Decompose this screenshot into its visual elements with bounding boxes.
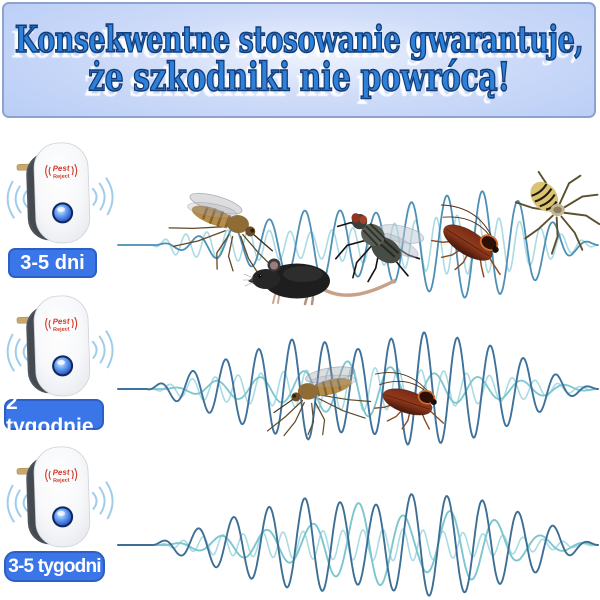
sound-wave-row3 <box>117 493 599 597</box>
sound-wave-row3 <box>117 528 599 562</box>
duration-badge-row2: 2 tygodnie <box>4 391 104 438</box>
sound-wave-row1 <box>117 214 599 276</box>
pest-repeller-device-row3 <box>4 444 116 550</box>
duration-badge-row3: 3-5 tygodni <box>4 551 105 582</box>
pest-repeller-device-row1 <box>4 140 116 246</box>
duration-badge-row1: 3-5 dni <box>8 248 97 278</box>
mosquito-image <box>164 185 287 278</box>
mouse-image <box>241 256 396 306</box>
sound-wave-row3 <box>117 502 599 587</box>
sound-wave-row2 <box>117 331 599 446</box>
headline-line1: Konsekwentne stosowanie gwarantuje, <box>14 19 584 61</box>
sound-wave-row2 <box>117 360 599 418</box>
ultrasonic-wave-rows <box>117 190 599 597</box>
headline-line2: że szkodniki nie powrócą! <box>87 55 511 101</box>
pest-repeller-device-row2 <box>4 293 116 399</box>
sound-wave-row1 <box>117 190 599 299</box>
headline-banner: Konsekwentne stosowanie gwarantuje, że s… <box>2 2 596 118</box>
